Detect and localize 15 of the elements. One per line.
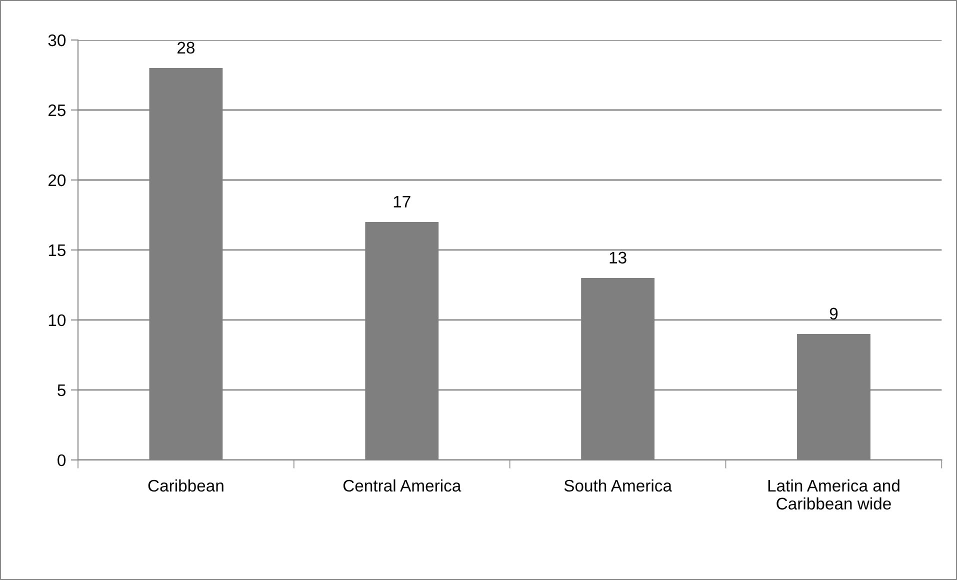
y-tick-label: 10 [48,314,66,326]
x-tick-label: Caribbean [148,479,224,492]
y-tick-label: 5 [58,384,66,396]
y-tick-label: 0 [58,454,66,466]
y-tick-label: 15 [48,244,66,256]
data-label: 9 [830,308,838,320]
y-tick-label: 30 [48,34,66,46]
x-tick-label: Latin America and Caribbean wide [768,479,900,510]
data-label: 13 [610,252,626,264]
y-tick-label: 25 [48,104,66,116]
x-tick-label: Central America [343,479,462,492]
data-label: 17 [394,196,410,208]
data-label: 28 [178,42,194,54]
y-tick-label: 20 [48,174,66,186]
x-tick-label: South America [564,479,672,492]
